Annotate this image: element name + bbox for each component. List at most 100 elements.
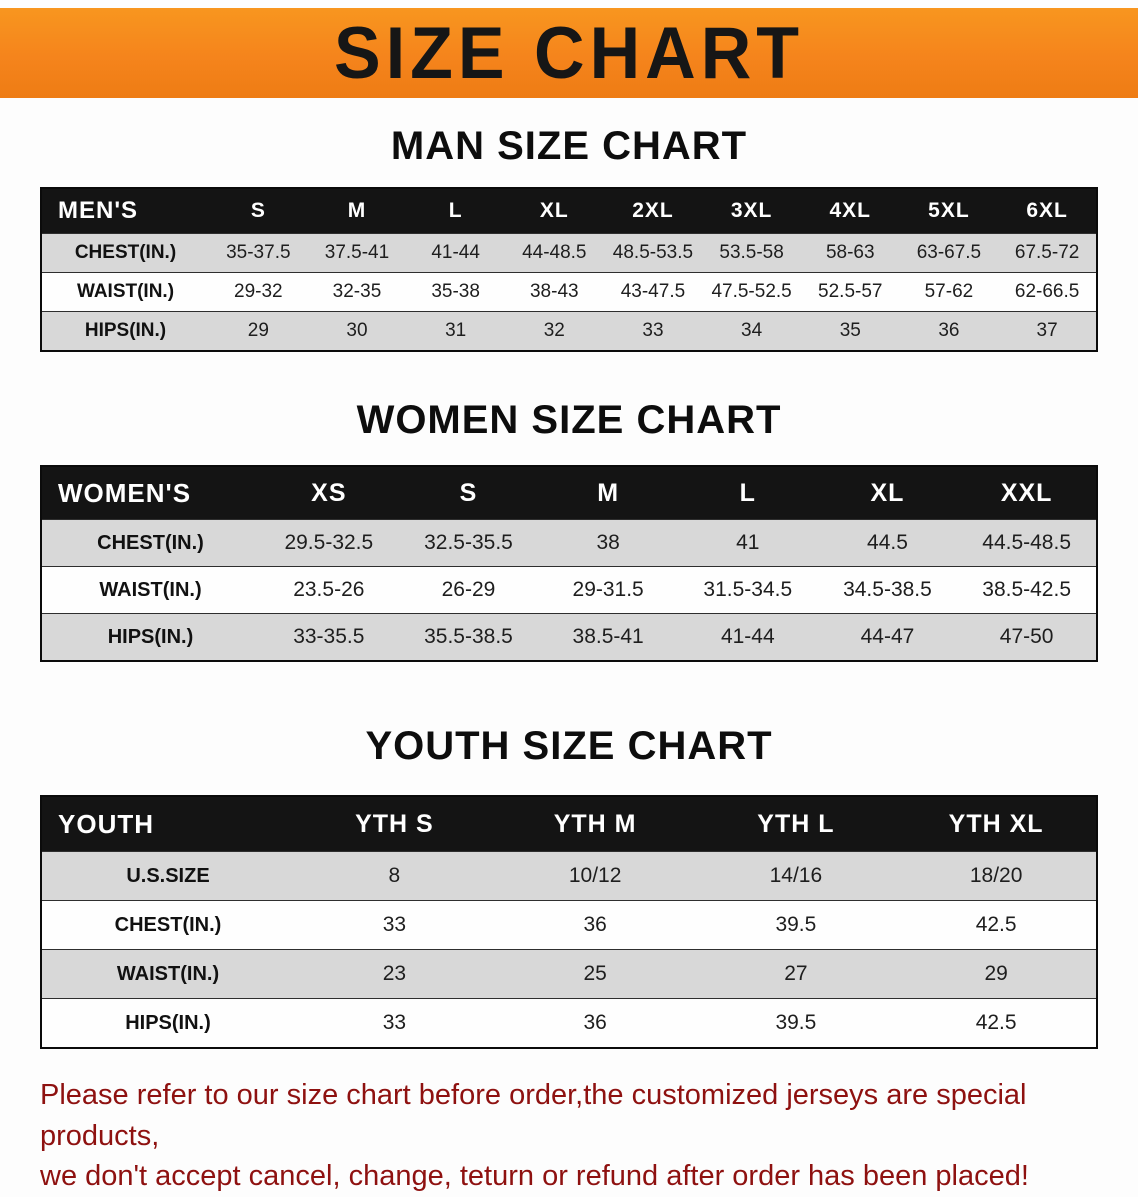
size-value-cell: 44-47	[860, 625, 915, 648]
size-column-header: YTH S	[294, 796, 495, 852]
size-value-cell: 29.5-32.5	[284, 531, 374, 554]
size-value-cell: 30	[346, 320, 368, 341]
size-value-cell: 33-35.5	[293, 625, 365, 648]
order-notice: Please refer to our size chart before or…	[40, 1075, 1120, 1197]
size-value-cell: 8	[388, 864, 401, 887]
size-value-cell: 57-62	[924, 281, 974, 302]
size-column-header: L	[677, 466, 818, 520]
size-value-cell: 58-63	[825, 242, 875, 263]
table-row: CHEST(IN.) 33 36 39.5 42.5	[41, 900, 1097, 950]
table-row: HIPS(IN.) 33 36 39.5 42.5	[41, 998, 1097, 1048]
row-label-cell: WAIST(IN.)	[76, 281, 175, 302]
size-value-cell: 18/20	[969, 864, 1023, 887]
size-value-cell: 52.5-57	[818, 281, 883, 302]
size-value-cell: 38.5-42.5	[982, 578, 1072, 601]
table-row: U.S.SIZE 8 10/12 14/16 18/20	[41, 851, 1097, 901]
size-value-cell: 37	[1036, 320, 1058, 341]
size-column-header: S	[398, 466, 539, 520]
size-value-cell: 35-38	[431, 281, 480, 302]
table-row: WAIST(IN.) 23 25 27 29	[41, 949, 1097, 999]
size-column-header: XXL	[957, 466, 1097, 520]
row-group-label: YOUTH	[41, 796, 294, 852]
size-value-cell: 41-44	[720, 625, 775, 648]
table-row: HIPS(IN.) 33-35.5 35.5-38.5 38.5-41 41-44 44-…	[41, 613, 1097, 661]
size-value-cell: 35-37.5	[226, 242, 291, 263]
size-value-cell: 36	[583, 1011, 607, 1034]
size-value-cell: 26-29	[441, 578, 496, 601]
size-value-cell: 38	[596, 531, 620, 554]
size-value-cell: 39.5	[775, 913, 817, 936]
notice-line-1: Please refer to our size chart before or…	[40, 1079, 1027, 1152]
size-column-header: XL	[817, 466, 958, 520]
size-value-cell: 47.5-52.5	[711, 281, 792, 302]
size-value-cell: 31.5-34.5	[703, 578, 793, 601]
size-value-cell: 36	[583, 913, 607, 936]
man-size-heading: MAN SIZE CHART	[390, 124, 748, 168]
table-row: HIPS(IN.) 29 30 31 32 33 34 35 36 37	[41, 311, 1097, 351]
size-value-cell: 39.5	[775, 1011, 817, 1034]
size-value-cell: 48.5-53.5	[612, 242, 694, 263]
women-size-heading: WOMEN SIZE CHART	[356, 398, 782, 442]
size-value-cell: 43-47.5	[620, 281, 686, 302]
table-header-row: YOUTH YTH S YTH M YTH L YTH XL	[41, 796, 1097, 852]
size-value-cell: 53.5-58	[719, 242, 784, 263]
row-label-cell: WAIST(IN.)	[99, 578, 202, 601]
banner: SIZE CHART	[0, 8, 1138, 98]
size-column-header: 3XL	[702, 188, 801, 234]
size-value-cell: 41-44	[431, 242, 480, 263]
youth-size-section: YOUTH SIZE CHART YOUTH YTH S YTH M YTH L YTH…	[0, 724, 1138, 1049]
men-size-table: MEN'S S M L XL 2XL 3XL 4XL 5XL 6XL CHEST(IN.) 35-37…	[40, 187, 1098, 352]
size-column-header: 2XL	[603, 188, 703, 234]
size-value-cell: 29-31.5	[572, 578, 644, 601]
size-value-cell: 35	[839, 320, 861, 341]
size-value-cell: 29-32	[234, 281, 283, 302]
table-row: WAIST(IN.) 23.5-26 26-29 29-31.5 31.5-34.5 34…	[41, 566, 1097, 614]
row-label-cell: CHEST(IN.)	[114, 913, 222, 936]
size-value-cell: 62-66.5	[1014, 281, 1080, 302]
size-value-cell: 33	[382, 1011, 407, 1034]
size-value-cell: 35.5-38.5	[424, 625, 513, 648]
size-value-cell: 32-35	[332, 281, 382, 302]
row-label-cell: U.S.SIZE	[126, 864, 210, 887]
youth-size-heading: YOUTH SIZE CHART	[365, 724, 773, 768]
women-size-table: WOMEN'S XS S M L XL XXL CHEST(IN.) 29.5-32.5 32.5…	[40, 465, 1098, 662]
size-value-cell: 38-43	[529, 281, 579, 302]
size-value-cell: 44.5	[867, 531, 908, 554]
size-value-cell: 41	[736, 531, 760, 554]
size-value-cell: 42.5	[975, 1011, 1017, 1034]
size-value-cell: 29	[984, 962, 1008, 985]
row-label-cell: HIPS(IN.)	[125, 1011, 211, 1034]
size-value-cell: 38.5-41	[572, 625, 644, 648]
youth-size-table: YOUTH YTH S YTH M YTH L YTH XL U.S.SIZE 8 10/12…	[40, 795, 1098, 1049]
size-column-header: S	[209, 188, 308, 234]
size-column-header: XL	[504, 188, 604, 234]
table-row: CHEST(IN.) 29.5-32.5 32.5-35.5 38 41 44.5 44.5…	[41, 519, 1097, 567]
size-value-cell: 29	[247, 320, 269, 341]
size-value-cell: 44-48.5	[522, 242, 587, 263]
size-column-header: YTH M	[494, 796, 696, 852]
size-column-header: YTH XL	[896, 796, 1097, 852]
size-column-header: M	[307, 188, 407, 234]
table-header-row: WOMEN'S XS S M L XL XXL	[41, 466, 1097, 520]
size-value-cell: 33	[382, 913, 407, 936]
size-value-cell: 42.5	[975, 913, 1017, 936]
size-value-cell: 31	[445, 320, 467, 341]
row-label-cell: CHEST(IN.)	[97, 531, 204, 554]
banner-title: SIZE CHART	[334, 12, 804, 94]
size-value-cell: 36	[938, 320, 960, 341]
size-value-cell: 32	[543, 320, 565, 341]
size-column-header: 5XL	[899, 188, 999, 234]
size-value-cell: 33	[642, 320, 664, 341]
table-header-row: MEN'S S M L XL 2XL 3XL 4XL 5XL 6XL	[41, 188, 1097, 234]
notice-line-2: we don't accept cancel, change, teturn o…	[40, 1160, 1029, 1193]
row-group-label: WOMEN'S	[41, 466, 259, 520]
size-value-cell: 47-50	[999, 625, 1054, 648]
size-value-cell: 34.5-38.5	[843, 578, 932, 601]
size-value-cell: 14/16	[769, 864, 823, 887]
man-size-section: MAN SIZE CHART MEN'S S M L XL 2XL 3XL 4XL 5XL 6XL…	[0, 124, 1138, 352]
size-value-cell: 23.5-26	[293, 578, 365, 601]
size-value-cell: 25	[583, 962, 607, 985]
size-value-cell: 10/12	[568, 864, 622, 887]
size-value-cell: 37.5-41	[324, 242, 390, 263]
women-size-section: WOMEN SIZE CHART WOMEN'S XS S M L XL XXL CHEST(…	[0, 398, 1138, 662]
